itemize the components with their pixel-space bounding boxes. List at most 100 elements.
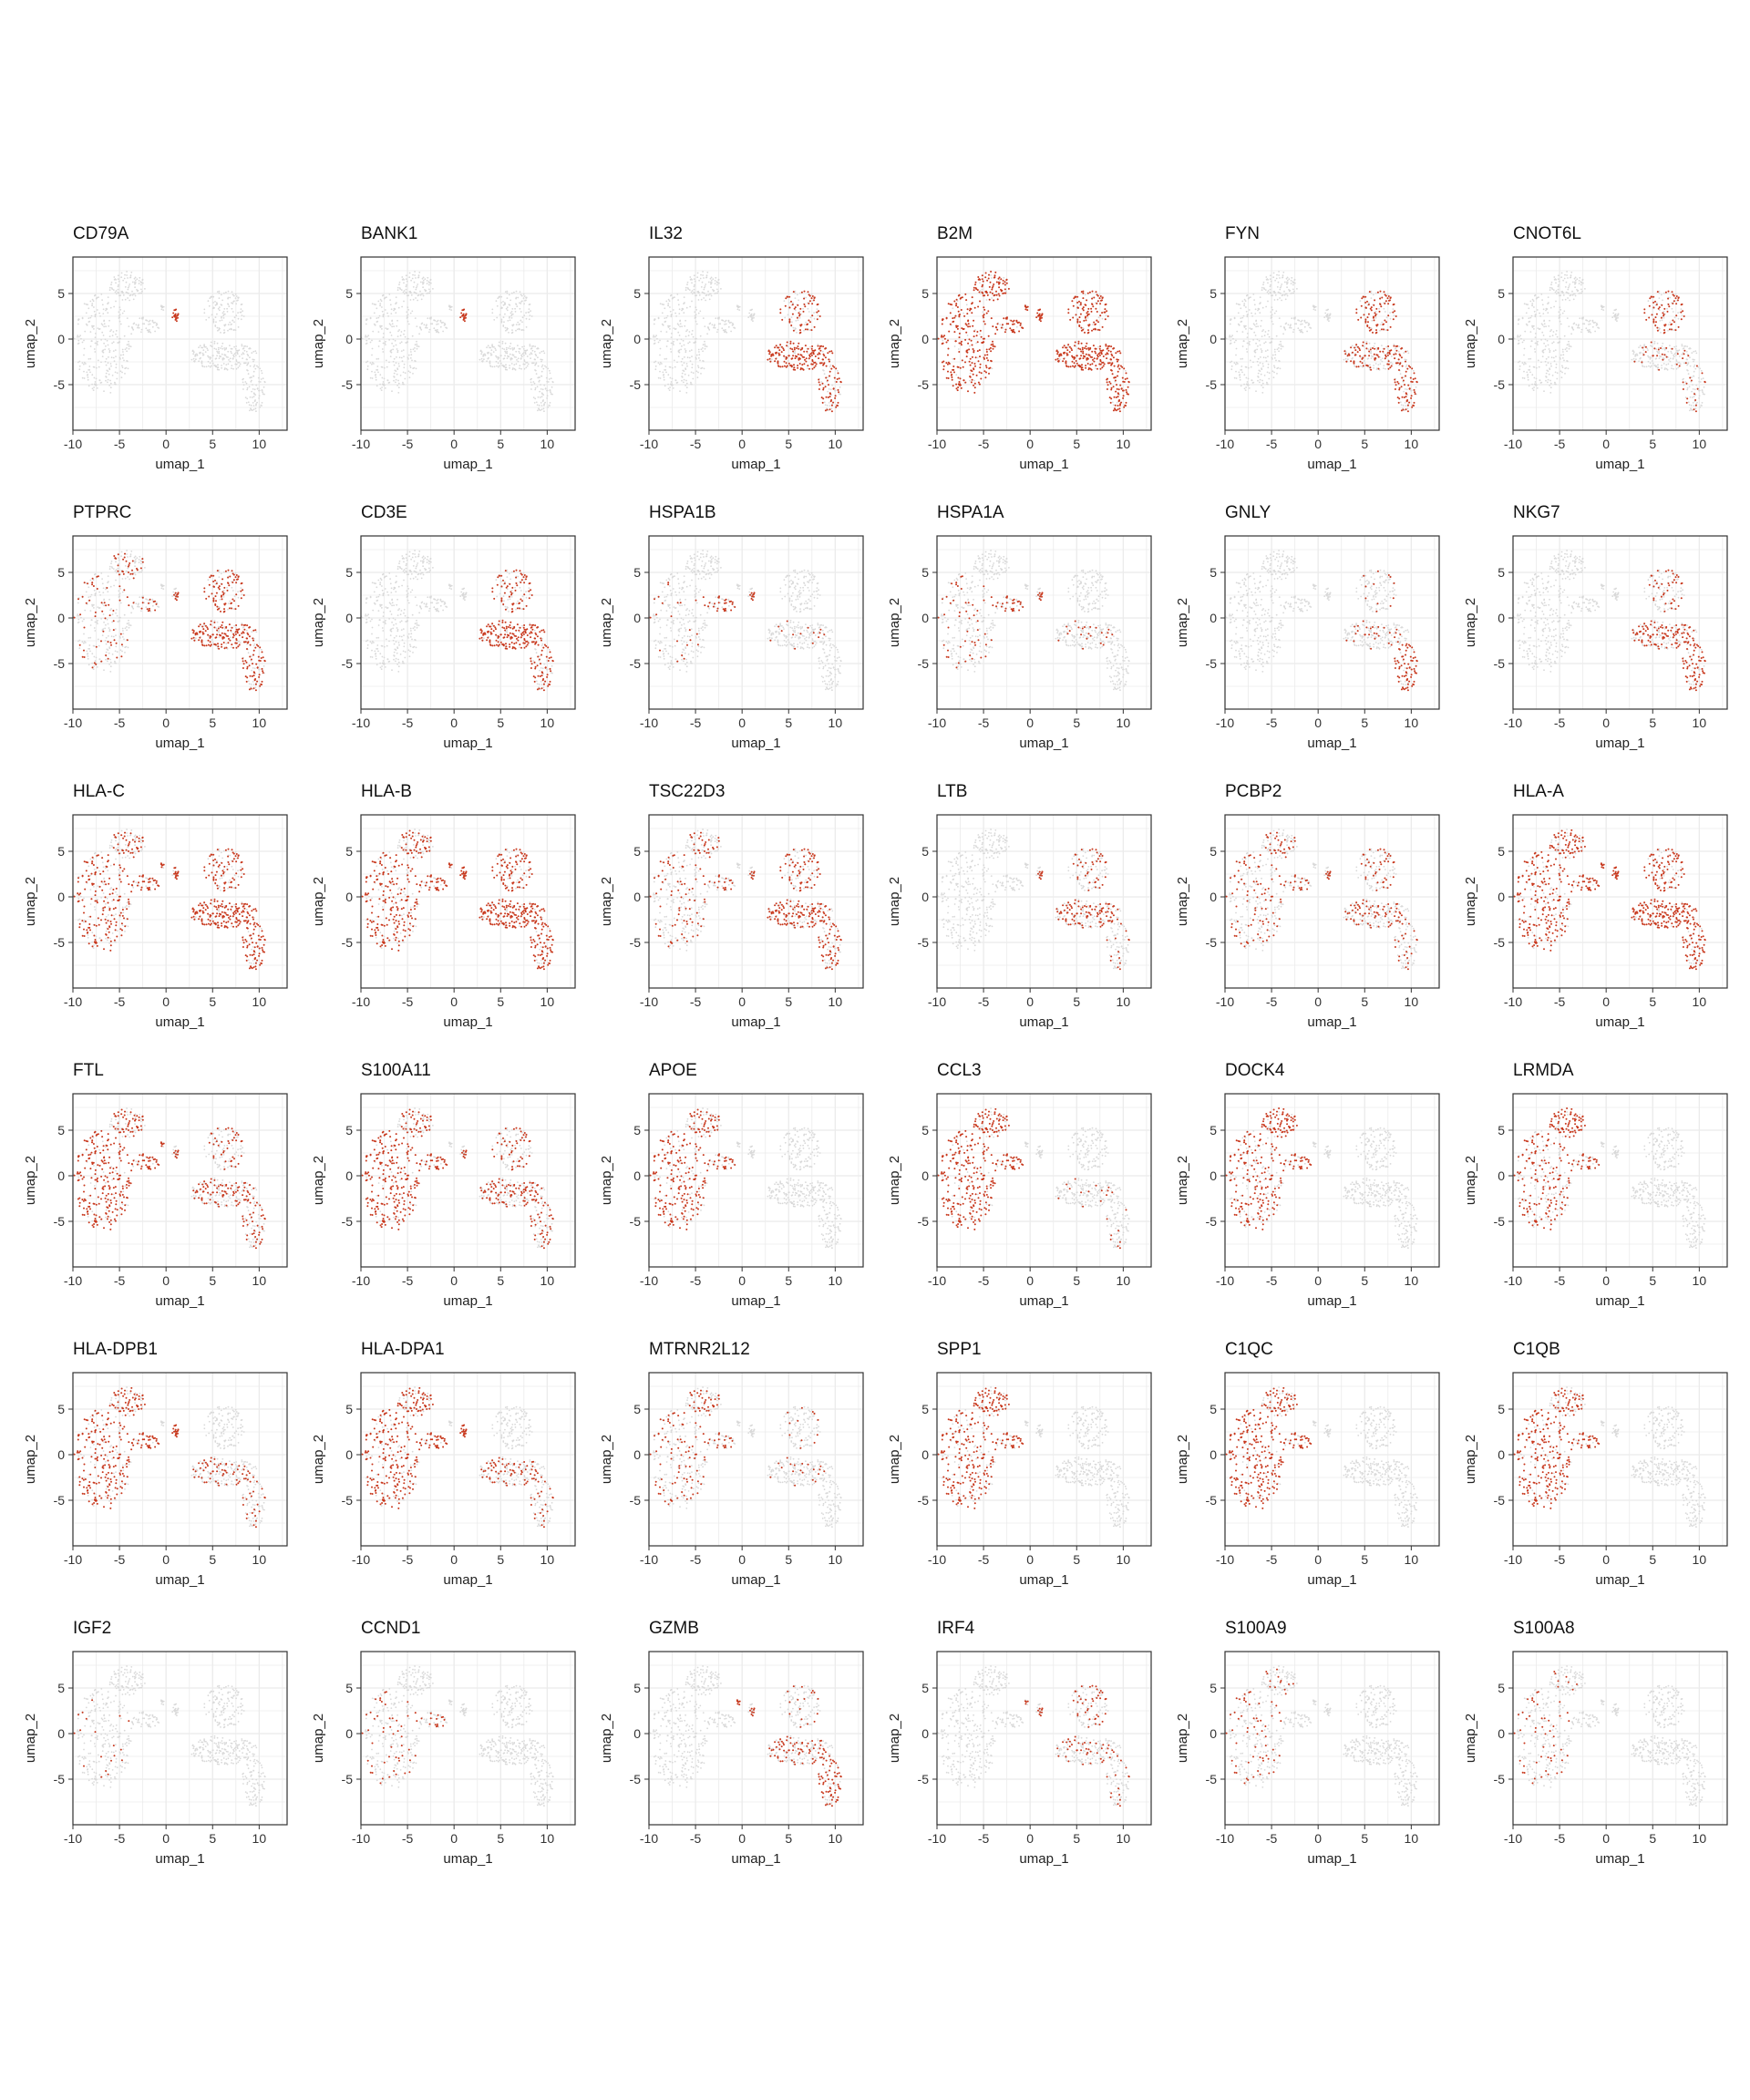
cell-point xyxy=(1374,345,1375,347)
cell-point-expressed xyxy=(1076,302,1078,304)
cell-point xyxy=(655,365,657,367)
cell-point xyxy=(391,335,393,336)
cell-point xyxy=(261,370,262,372)
cell-point-expressed xyxy=(1355,354,1357,355)
cell-point-expressed xyxy=(1124,405,1126,407)
cell-point xyxy=(1579,280,1580,282)
cell-point xyxy=(383,314,385,315)
cell-point-expressed xyxy=(1123,395,1125,396)
cell-point xyxy=(752,318,754,320)
cell-point xyxy=(1563,311,1565,313)
cell-point xyxy=(1260,379,1261,381)
cell-point xyxy=(679,320,681,322)
cell-point-expressed xyxy=(1370,308,1372,310)
cell-point xyxy=(1286,283,1288,285)
cell-point xyxy=(665,358,667,360)
cell-point-expressed xyxy=(1069,346,1071,348)
cell-point xyxy=(1562,351,1564,353)
cell-point xyxy=(381,328,383,330)
cell-point xyxy=(208,300,210,302)
cell-point xyxy=(1637,355,1639,356)
cell-point xyxy=(230,357,232,359)
cell-point xyxy=(1294,283,1296,284)
cell-point xyxy=(1271,294,1273,296)
cell-point xyxy=(489,347,491,349)
cell-point xyxy=(117,336,118,338)
cell-point xyxy=(1654,341,1656,343)
cell-point xyxy=(1285,324,1287,325)
cell-point xyxy=(211,360,213,362)
umap-panel-b2m: B2M-10 -5 0 5 1050-5umap_1umap_2 xyxy=(887,224,1151,472)
cell-point xyxy=(1650,356,1652,358)
cell-point xyxy=(804,324,806,325)
cell-point xyxy=(390,355,392,357)
cell-point xyxy=(543,410,545,412)
cell-point xyxy=(1230,340,1231,342)
cell-point xyxy=(962,313,964,314)
cell-point xyxy=(386,296,387,298)
cell-point-expressed xyxy=(1002,324,1004,325)
cell-point xyxy=(718,316,720,318)
cell-point xyxy=(1240,369,1242,371)
cell-point xyxy=(98,296,99,298)
cell-point xyxy=(133,299,135,301)
cell-point-expressed xyxy=(1350,360,1352,362)
cell-point-expressed xyxy=(1343,350,1345,352)
cell-point xyxy=(1241,372,1243,374)
cell-point xyxy=(706,345,708,347)
cell-point-expressed xyxy=(1078,325,1080,327)
cell-point xyxy=(102,350,104,352)
cell-point xyxy=(212,363,214,365)
cell-point-expressed xyxy=(1093,345,1095,346)
cell-point-expressed xyxy=(823,387,825,389)
cell-point xyxy=(204,366,206,368)
cell-point xyxy=(218,347,220,349)
cell-point xyxy=(1247,343,1249,345)
cell-point-expressed xyxy=(1116,358,1117,360)
cell-point-expressed xyxy=(964,339,966,341)
cell-point-expressed xyxy=(1405,392,1407,394)
cell-point xyxy=(1250,360,1251,362)
cell-point xyxy=(258,381,260,383)
cell-point-expressed xyxy=(1009,327,1011,329)
cell-point xyxy=(524,368,526,370)
cell-point xyxy=(93,328,95,330)
cell-point xyxy=(418,274,420,276)
cell-point xyxy=(399,287,401,289)
cell-point xyxy=(1292,284,1294,286)
cell-point-expressed xyxy=(1357,346,1359,348)
cell-point-expressed xyxy=(1411,367,1413,369)
cell-point xyxy=(107,312,108,314)
cell-point xyxy=(1535,316,1537,318)
panel-frame xyxy=(1225,257,1439,430)
cell-point-expressed xyxy=(1107,345,1109,347)
cell-point xyxy=(1684,381,1686,383)
cell-point xyxy=(258,377,260,379)
cell-point-expressed xyxy=(955,303,957,304)
cell-point-expressed xyxy=(1097,300,1099,302)
cell-point xyxy=(1576,278,1578,280)
cell-point xyxy=(670,351,672,353)
umap-panel-il32: IL32-10 -5 0 5 1050-5umap_1umap_2 xyxy=(599,224,863,472)
cell-point xyxy=(691,372,693,374)
cell-point xyxy=(133,324,135,325)
cell-point xyxy=(1594,322,1596,324)
cell-point xyxy=(980,293,982,294)
cell-point xyxy=(1570,333,1572,335)
cell-point xyxy=(1261,287,1263,289)
cell-point xyxy=(370,342,372,344)
cell-point-expressed xyxy=(793,330,795,332)
x-tick-label: 10 xyxy=(540,437,555,451)
cell-point-expressed xyxy=(464,318,466,320)
cell-point xyxy=(671,333,673,335)
cell-point xyxy=(1546,358,1548,360)
cell-point xyxy=(1405,402,1406,404)
cell-point xyxy=(1255,308,1257,310)
cell-point xyxy=(89,358,91,360)
cell-point xyxy=(124,278,126,280)
cell-point xyxy=(699,311,701,313)
cell-point-expressed xyxy=(835,367,837,369)
cell-point xyxy=(113,350,115,352)
cell-point-expressed xyxy=(791,348,793,350)
cell-point xyxy=(1689,356,1691,358)
